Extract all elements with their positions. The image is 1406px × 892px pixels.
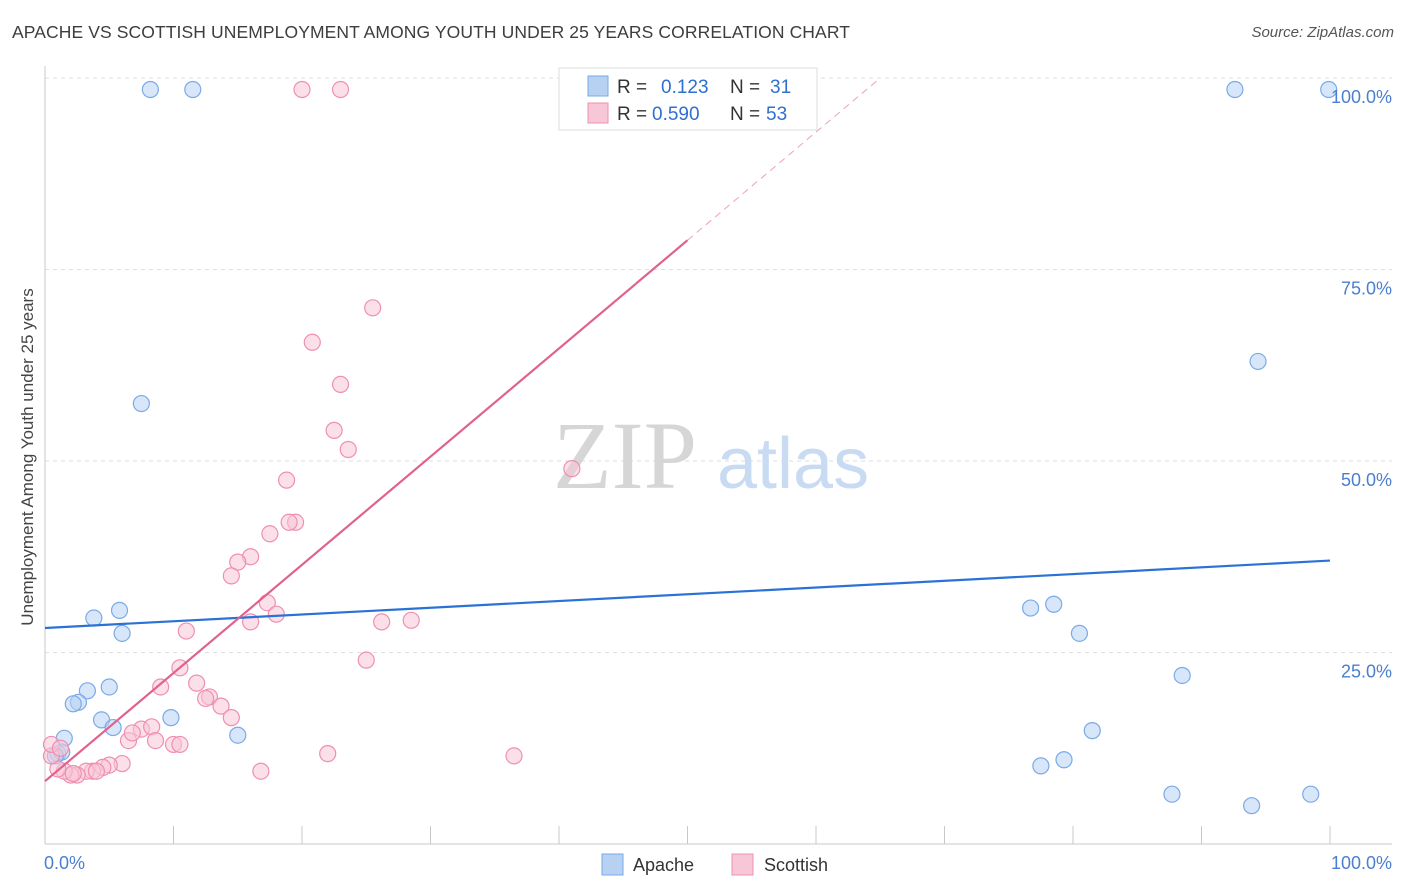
scottish-point bbox=[261, 525, 279, 543]
scottish-point bbox=[212, 697, 230, 715]
apache-point bbox=[1083, 722, 1101, 740]
scottish-point bbox=[252, 762, 270, 780]
scottish-point bbox=[188, 674, 206, 692]
apache-point bbox=[113, 624, 131, 642]
legend-swatch-apache bbox=[587, 75, 609, 97]
apache-point bbox=[100, 678, 118, 696]
y-tick-label-25: 25.0% bbox=[1341, 662, 1392, 682]
scottish-point bbox=[373, 613, 391, 631]
scottish-point bbox=[331, 375, 350, 393]
x-tick-label-max: 100.0% bbox=[1331, 853, 1392, 873]
scottish-point bbox=[303, 333, 321, 351]
apache-point bbox=[85, 609, 103, 627]
chart-source: Source: ZipAtlas.com bbox=[1251, 24, 1394, 41]
apache-point bbox=[110, 601, 129, 619]
scottish-point bbox=[64, 764, 82, 783]
chart-title: APACHE VS SCOTTISH UNEMPLOYMENT AMONG YO… bbox=[12, 22, 851, 42]
apache-point bbox=[1070, 624, 1089, 642]
apache-point bbox=[1173, 666, 1191, 685]
series-apache bbox=[46, 80, 1338, 815]
bottom-legend-label-apache: Apache bbox=[633, 855, 694, 875]
legend-r-value-apache: 0.123 bbox=[661, 77, 709, 98]
scottish-point bbox=[280, 513, 298, 531]
apache-point bbox=[132, 394, 150, 413]
scottish-trend-line bbox=[44, 239, 689, 783]
scottish-point bbox=[229, 553, 247, 571]
scottish-point bbox=[222, 709, 240, 727]
apache-point bbox=[184, 80, 202, 99]
apache-point bbox=[1163, 785, 1181, 803]
apache-point bbox=[1055, 751, 1073, 769]
y-axis-title: Unemployment Among Youth under 25 years bbox=[18, 288, 37, 625]
scottish-point bbox=[171, 735, 189, 754]
apache-point bbox=[141, 80, 159, 99]
data-points bbox=[42, 80, 1338, 815]
watermark: ZIP atlas bbox=[553, 402, 869, 509]
apache-point bbox=[229, 726, 247, 744]
scottish-point bbox=[357, 651, 375, 669]
bottom-legend-swatch-scottish bbox=[731, 853, 754, 876]
axes bbox=[44, 66, 1392, 845]
legend-r-label-apache: R = bbox=[617, 77, 647, 98]
scottish-point bbox=[152, 678, 170, 696]
legend-r-label-scottish: R = bbox=[617, 104, 647, 125]
scottish-point bbox=[339, 440, 357, 459]
trend-lines bbox=[44, 77, 1331, 783]
scottish-trend-extension bbox=[687, 77, 881, 241]
scottish-point bbox=[277, 471, 296, 489]
scottish-point bbox=[123, 724, 141, 742]
bottom-legend-label-scottish: Scottish bbox=[764, 855, 828, 875]
scottish-point bbox=[402, 611, 420, 629]
apache-point bbox=[1045, 595, 1063, 613]
scottish-point bbox=[146, 731, 165, 750]
legend-n-label-scottish: N = bbox=[730, 104, 760, 125]
scottish-point bbox=[505, 747, 523, 765]
x-tick-label-min: 0.0% bbox=[44, 853, 85, 873]
series-legend: Apache Scottish bbox=[601, 853, 828, 876]
correlation-legend: R = 0.123 N = 31 R = 0.590 N = 53 bbox=[558, 67, 818, 131]
y-tick-label-75: 75.0% bbox=[1341, 279, 1392, 299]
apache-point bbox=[162, 709, 180, 727]
y-tick-label-100: 100.0% bbox=[1331, 87, 1392, 107]
y-tick-labels: 25.0% 50.0% 75.0% 100.0% bbox=[1331, 87, 1392, 682]
watermark-zip: ZIP bbox=[553, 402, 697, 509]
apache-point bbox=[1302, 785, 1320, 803]
legend-n-value-apache: 31 bbox=[770, 77, 791, 98]
apache-point bbox=[1032, 757, 1050, 775]
apache-point bbox=[1320, 80, 1338, 99]
scottish-point bbox=[364, 299, 382, 317]
scottish-point bbox=[222, 567, 240, 585]
legend-swatch-scottish bbox=[587, 102, 609, 124]
scottish-point bbox=[563, 460, 581, 478]
bottom-legend-swatch-apache bbox=[601, 853, 624, 876]
apache-point bbox=[104, 718, 122, 737]
legend-r-value-scottish: 0.590 bbox=[652, 104, 700, 125]
apache-point bbox=[1249, 352, 1267, 371]
scottish-point bbox=[325, 421, 343, 439]
grid-lines bbox=[45, 77, 1392, 653]
apache-trend-line bbox=[44, 559, 1331, 630]
legend-n-value-scottish: 53 bbox=[766, 104, 787, 125]
apache-point bbox=[1021, 599, 1040, 617]
series-scottish bbox=[42, 80, 581, 784]
scottish-point bbox=[87, 762, 106, 780]
scottish-point bbox=[331, 80, 350, 99]
scottish-point bbox=[267, 605, 285, 623]
apache-point bbox=[1243, 797, 1261, 815]
y-tick-label-50: 50.0% bbox=[1341, 470, 1392, 490]
apache-point bbox=[78, 682, 97, 700]
scottish-point bbox=[177, 622, 195, 640]
scottish-point bbox=[197, 689, 215, 708]
watermark-atlas: atlas bbox=[717, 424, 869, 504]
scottish-point bbox=[293, 80, 311, 99]
scottish-point bbox=[51, 739, 70, 757]
scottish-point bbox=[319, 745, 337, 763]
legend-n-label-apache: N = bbox=[730, 77, 760, 98]
apache-point bbox=[64, 695, 82, 713]
apache-point bbox=[1226, 80, 1244, 99]
